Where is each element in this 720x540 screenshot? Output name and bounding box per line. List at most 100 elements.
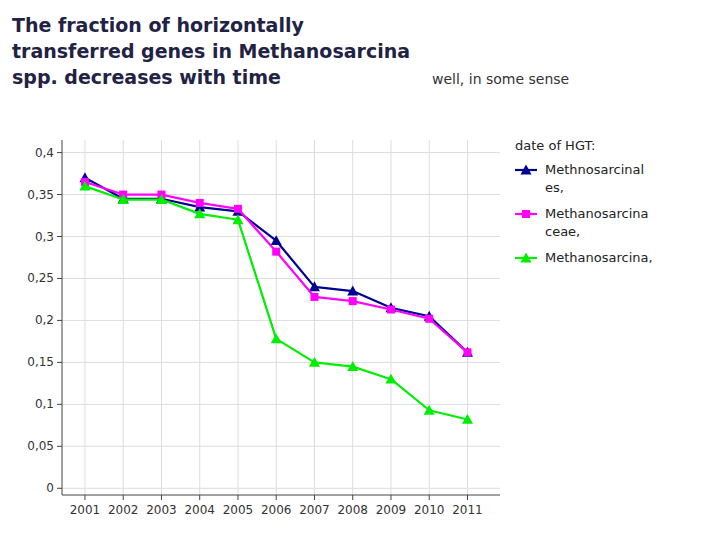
tick-x [199,495,200,500]
legend-line: Methanosarcina [545,206,648,221]
point [424,405,435,415]
legend-marker [521,253,532,263]
title: The fraction of horizontally transferred … [12,14,410,88]
point [79,181,90,191]
tick-label-x: 2002 [108,503,139,517]
tick-x [123,495,124,500]
grid-line-y [62,278,500,279]
tick-label-x: 2005 [223,503,254,517]
grid-line-y [62,236,500,237]
point [385,374,396,384]
tick-label-x: 2001 [70,503,101,517]
point [310,293,318,301]
tick-label-x: 2007 [299,503,330,517]
tick-x [84,495,85,500]
grid-line-x [199,140,200,495]
tick-x [314,495,315,500]
annotation: date of HGT: [515,138,595,153]
point [271,235,282,245]
tick-label-x: 2003 [146,503,177,517]
point [309,281,320,291]
tick-y [57,362,62,363]
tick-label-x: 2010 [414,503,445,517]
grid [62,140,500,495]
point [462,414,473,424]
axes: 00,050,10,150,20,250,30,350,420012002200… [27,140,500,517]
tick-y [57,152,62,153]
tick-y [57,488,62,489]
point [234,205,242,213]
point [156,194,167,204]
grid-line-x [352,140,353,495]
title-line: The fraction of horizontally [12,14,304,36]
tick-label-x: 2004 [184,503,215,517]
grid-line-y [62,404,500,405]
tick-label-y: 0,4 [35,146,54,160]
legend-line: Methnosarcinal [545,162,644,177]
grid-line-x [237,140,238,495]
point [118,194,129,204]
legend-entry: Methanosarcina, [545,250,653,265]
tick-x [352,495,353,500]
tick-y [57,194,62,195]
grid-line-y [62,152,500,153]
point [272,248,280,256]
grid-line-y [62,488,500,489]
tick-label-x: 2006 [261,503,292,517]
legend-line: Methanosarcina, [545,250,653,265]
tick-label-x: 2011 [452,503,483,517]
series [79,181,473,424]
tick-y [57,320,62,321]
legend-line: ceae, [545,224,580,239]
tick-x [276,495,277,500]
point [425,315,433,323]
tick-label-y: 0,3 [35,230,54,244]
legend-marker [521,165,532,175]
point [347,286,358,296]
chart: The fraction of horizontally transferred … [0,0,720,540]
point [232,214,243,224]
axis-y [62,140,63,495]
point [271,333,282,343]
tick-x [237,495,238,500]
plot-area [79,172,473,424]
tick-y [57,236,62,237]
point [309,357,320,367]
grid-line-x [276,140,277,495]
tick-label-x: 2008 [337,503,368,517]
point [194,208,205,218]
point [387,306,395,314]
legend-marker [522,210,530,218]
grid-line-y [62,362,500,363]
tick-x [161,495,162,500]
tick-y [57,404,62,405]
series [81,178,472,356]
legend-entry: Methanosarcina ceae, [545,206,648,239]
point [347,361,358,371]
tick-label-x: 2009 [376,503,407,517]
series-line [85,178,468,353]
tick-y [57,278,62,279]
grid-line-y [62,446,500,447]
legend: date of HGT: Methnosarcinal es, Methanosarc… [515,138,653,265]
tick-x [390,495,391,500]
grid-line-x [84,140,85,495]
tick-label-y: 0,1 [35,397,54,411]
title-line: transferred genes in Methanosarcina [12,40,410,62]
axis-x [62,495,500,496]
grid-line-x [314,140,315,495]
tick-label-y: 0,05 [27,439,54,453]
point [196,199,204,207]
legend-line: es, [545,180,564,195]
point [349,297,357,305]
tick-label-y: 0,35 [27,188,54,202]
tick-y [57,446,62,447]
title-line: spp. decreases with time [12,66,281,88]
tick-label-y: 0 [46,481,54,495]
series-line [85,182,468,352]
tick-label-y: 0,25 [27,271,54,285]
tick-x [467,495,468,500]
series-line [85,186,468,419]
tick-label-y: 0,15 [27,355,54,369]
grid-line-x [390,140,391,495]
